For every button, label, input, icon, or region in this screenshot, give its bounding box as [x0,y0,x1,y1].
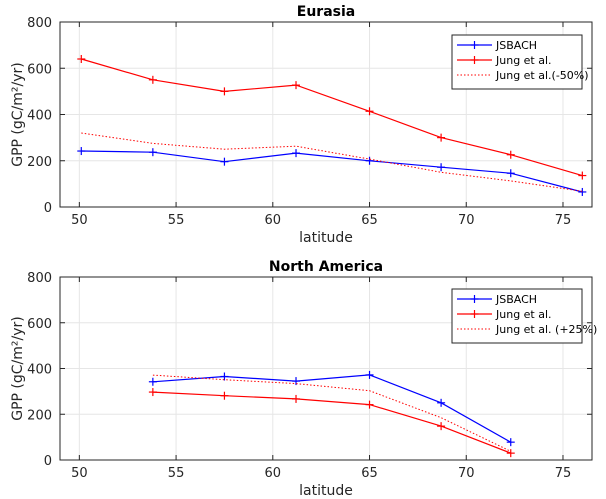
chart-panel-1: 50 55 60 65 70 75 0 200 400 600 800 North America la… [10,259,597,499]
y-tick-label: 400 [27,363,52,378]
data-point-marker [148,377,157,386]
data-point-marker [220,157,229,166]
x-tick-label: 70 [458,466,475,481]
series-line-1 [81,58,583,177]
data-point-marker [148,75,157,84]
legend-label-0: JSBACH [495,293,537,306]
x-tick-label: 50 [71,213,88,228]
y-tick-label: 200 [27,155,52,170]
data-point-marker [437,422,446,431]
series-line-2 [152,374,511,452]
data-point-marker [292,149,301,158]
data-point-marker [77,147,86,156]
legend-label-2: Jung et al. (+25%) [495,323,597,336]
y-tick-label: 800 [27,271,52,286]
data-point-marker [148,148,157,157]
series-line-2 [81,132,583,192]
data-point-marker [437,398,446,407]
legend-box [451,34,583,90]
data-point-marker [292,377,301,386]
data-point-marker [578,171,587,180]
x-tick-label: 50 [71,466,88,481]
series-line-1 [152,391,511,454]
x-axis-label: latitude [299,483,353,499]
chart-title: North America [269,259,383,275]
x-tick-label: 55 [168,466,185,481]
data-point-marker [506,438,515,447]
data-point-marker [506,150,515,159]
x-tick-label: 75 [555,466,572,481]
x-axis-label: latitude [299,230,353,246]
chart-title: Eurasia [297,4,355,20]
data-point-marker [220,87,229,96]
legend-label-1: Jung et al. [495,54,552,67]
data-point-marker [506,449,515,458]
y-tick-label: 0 [44,201,52,216]
legend: JSBACH Jung et al. Jung et al. (+25%) [451,288,597,344]
data-point-marker [437,133,446,142]
data-point-marker [365,156,374,165]
x-tick-label: 65 [361,466,378,481]
x-tick-label: 55 [168,213,185,228]
y-axis-label: GPP (gC/m²/yr) [10,316,26,421]
data-point-marker [220,372,229,381]
legend-label-2: Jung et al.(-50%) [495,69,589,82]
x-tick-label: 65 [361,213,378,228]
data-point-marker [437,163,446,172]
data-point-marker [506,169,515,178]
x-tick-label: 60 [265,213,282,228]
data-point-marker [292,81,301,90]
y-tick-label: 600 [27,62,52,77]
chart-panel-0: 50 55 60 65 70 75 0 200 400 600 800 Eurasia latitude… [10,4,593,246]
legend: JSBACH Jung et al. Jung et al.(-50%) [451,34,589,90]
legend-label-0: JSBACH [495,39,537,52]
y-tick-label: 600 [27,317,52,332]
y-axis-label: GPP (gC/m²/yr) [10,62,26,167]
series-line-0 [81,150,583,193]
data-point-marker [148,388,157,397]
data-point-marker [365,370,374,379]
x-tick-label: 60 [265,466,282,481]
data-point-marker [77,55,86,63]
y-tick-label: 800 [27,16,52,31]
data-point-marker [220,391,229,400]
data-point-marker [292,394,301,403]
legend-box [451,288,583,344]
data-point-marker [578,187,587,196]
y-tick-label: 200 [27,408,52,423]
y-tick-label: 0 [44,454,52,469]
y-tick-label: 400 [27,109,52,124]
data-point-marker [365,400,374,409]
x-tick-label: 75 [555,213,572,228]
legend-label-1: Jung et al. [495,308,552,321]
x-tick-label: 70 [458,213,475,228]
series-line-0 [152,374,511,443]
data-point-marker [365,107,374,116]
